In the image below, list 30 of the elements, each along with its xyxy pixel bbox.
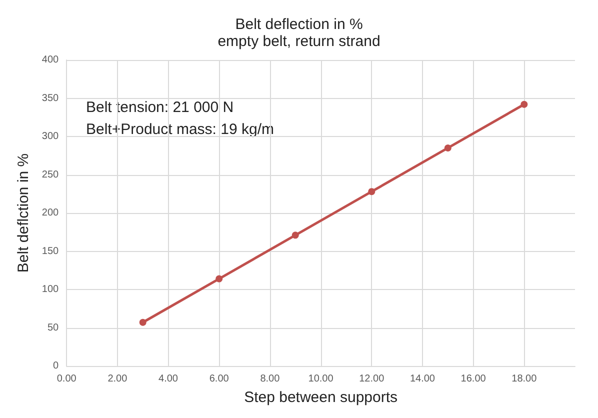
point [292, 232, 299, 239]
x-tick-label: 14.00 [410, 374, 436, 384]
y-axis-title: Belt deflction in % [15, 153, 32, 273]
annotation: Belt+Product mass: 19 kg/m [86, 121, 274, 138]
y-tick-label: 150 [42, 246, 60, 257]
y-tick-label: 250 [42, 169, 60, 180]
point [444, 144, 452, 152]
chart-title: Belt deflection in % [235, 16, 363, 33]
x-tick-label: 6.00 [209, 374, 230, 384]
point [216, 275, 223, 282]
y-tick-label: 100 [42, 284, 60, 295]
y-tick-label: 350 [42, 92, 60, 104]
x-tick-label: 2.00 [108, 374, 128, 384]
y-tick-label: 50 [47, 322, 60, 334]
y-tick-label: 200 [42, 208, 60, 218]
x-tick-label: 18.00 [512, 374, 538, 384]
x-axis-title: Step between supports [244, 389, 398, 406]
chart-subtitle: empty belt, return strand [218, 33, 380, 50]
y-tick-label: 400 [42, 54, 60, 66]
point [520, 100, 528, 108]
x-tick-label: 8.00 [260, 374, 280, 384]
y-tick-label: 300 [42, 131, 60, 142]
x-tick-label: 12.00 [359, 374, 385, 384]
x-tick-label: 0.00 [56, 374, 77, 384]
point [368, 188, 376, 196]
x-tick-label: 16.00 [460, 374, 486, 384]
x-tick-label: 4.00 [158, 374, 178, 384]
point [139, 318, 146, 326]
y-tick-label: 0 [53, 360, 60, 372]
x-tick-label: 10.00 [308, 374, 334, 384]
